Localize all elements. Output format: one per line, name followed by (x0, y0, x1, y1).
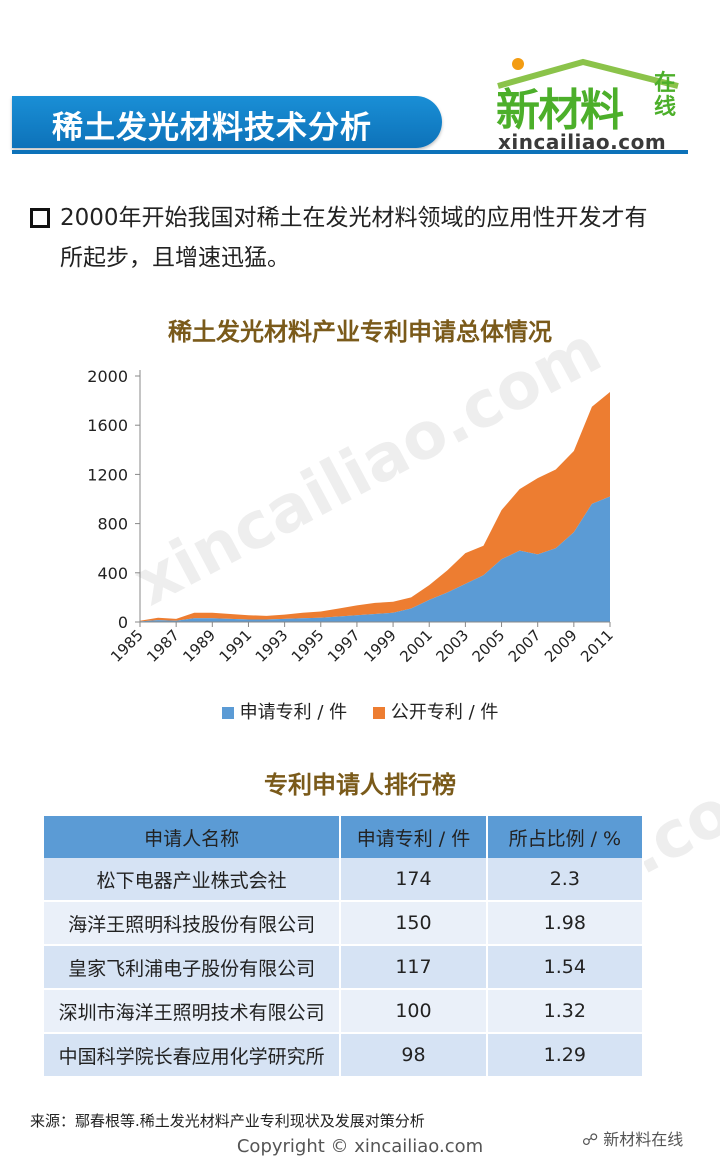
x-tick-label: 1989 (179, 626, 219, 666)
applicant-ranking-table: 申请人名称 申请专利 / 件 所占比例 / % 松下电器产业株式会社 174 2… (44, 816, 645, 1078)
chart-title: 稀土发光材料产业专利申请总体情况 (168, 318, 552, 346)
legend-swatch-applied (221, 707, 234, 719)
legend-swatch-published (372, 707, 385, 719)
legend-label-applied: 申请专利 / 件 (239, 702, 348, 723)
column-header-count: 申请专利 / 件 (340, 816, 488, 858)
intro-text: 2000年开始我国对稀土在发光材料领域的应用性开发才有所起步，且增速迅猛。 (60, 205, 648, 271)
x-tick-label: 1997 (324, 626, 364, 666)
table-row: 海洋王照明科技股份有限公司 150 1.98 (44, 901, 645, 946)
x-tick-label: 1987 (143, 626, 183, 666)
x-tick-label: 2005 (469, 626, 509, 666)
y-tick-label: 800 (97, 515, 128, 534)
cell-ratio: 1.32 (486, 989, 645, 1034)
cell-applicant: 中国科学院长春应用化学研究所 (44, 1033, 342, 1078)
x-tick-label: 2007 (505, 626, 545, 666)
legend-item-published: 公开专利 / 件 (372, 698, 499, 724)
copyright: Copyright © xincailiao.com (236, 1136, 484, 1157)
y-tick-label: 0 (118, 613, 128, 632)
cell-ratio: 1.29 (486, 1033, 645, 1078)
x-tick-label: 2011 (577, 626, 617, 666)
logo-url: xincailiao.com (498, 130, 667, 154)
intro-paragraph: 2000年开始我国对稀土在发光材料领域的应用性开发才有所起步，且增速迅猛。 (28, 198, 668, 278)
logo-text-zx: 在线 (654, 71, 677, 120)
cell-ratio: 1.54 (486, 945, 645, 990)
y-tick-label: 1600 (87, 416, 128, 435)
header-divider (12, 150, 688, 154)
y-tick-label: 1200 (87, 465, 128, 484)
wechat-icon: ☍ (582, 1130, 599, 1149)
header-bar: 稀土发光材料技术分析 (12, 96, 442, 148)
table-header-row: 申请人名称 申请专利 / 件 所占比例 / % (44, 816, 645, 858)
logo: 新材料 在线 xincailiao.com (478, 52, 688, 154)
column-header-ratio: 所占比例 / % (486, 816, 645, 858)
source-note: 来源：鄢春根等.稀土发光材料产业专利现状及发展对策分析 (30, 1112, 425, 1130)
cell-applicant: 皇家飞利浦电子股份有限公司 (44, 945, 342, 990)
cell-count: 150 (340, 901, 488, 946)
area-series-1 (140, 391, 610, 622)
x-tick-label: 1991 (216, 626, 256, 666)
table-row: 皇家飞利浦电子股份有限公司 117 1.54 (44, 945, 645, 990)
chart-legend: 申请专利 / 件 公开专利 / 件 (0, 698, 720, 724)
logo-text-cn: 新材料 (496, 85, 624, 136)
cell-count: 117 (340, 945, 488, 990)
area-series-0 (140, 496, 610, 622)
table-row: 深圳市海洋王照明技术有限公司 100 1.32 (44, 989, 645, 1034)
cell-applicant: 松下电器产业株式会社 (44, 858, 342, 902)
cell-count: 174 (340, 858, 488, 902)
table-row: 中国科学院长春应用化学研究所 98 1.29 (44, 1033, 645, 1078)
cell-applicant: 深圳市海洋王照明技术有限公司 (44, 989, 342, 1034)
x-tick-label: 1995 (288, 626, 328, 666)
x-tick-label: 2009 (541, 626, 581, 666)
area-chart: 0400800120016002000198519871989199119931… (87, 367, 617, 666)
cell-ratio: 2.3 (486, 858, 645, 902)
legend-label-published: 公开专利 / 件 (390, 702, 499, 723)
column-header-name: 申请人名称 (44, 816, 342, 858)
cell-ratio: 1.98 (486, 901, 645, 946)
legend-item-applied: 申请专利 / 件 (221, 698, 348, 724)
x-tick-label: 1999 (360, 626, 400, 666)
table-row: 松下电器产业株式会社 174 2.3 (44, 858, 645, 902)
y-tick-label: 400 (97, 564, 128, 583)
table-title: 专利申请人排行榜 (264, 771, 456, 799)
cell-count: 100 (340, 989, 488, 1034)
house-roof-icon (497, 58, 679, 89)
x-tick-label: 2003 (432, 626, 472, 666)
cell-applicant: 海洋王照明科技股份有限公司 (44, 901, 342, 946)
page-title: 稀土发光材料技术分析 (52, 110, 372, 146)
square-bullet-icon (30, 208, 50, 228)
x-tick-label: 1985 (107, 626, 147, 666)
x-tick-label: 2001 (396, 626, 436, 666)
wechat-account: ☍ 新材料在线 (582, 1126, 683, 1150)
wechat-account-name: 新材料在线 (603, 1130, 684, 1149)
cell-count: 98 (340, 1033, 488, 1078)
x-tick-label: 1993 (252, 626, 292, 666)
y-tick-label: 2000 (87, 367, 128, 386)
